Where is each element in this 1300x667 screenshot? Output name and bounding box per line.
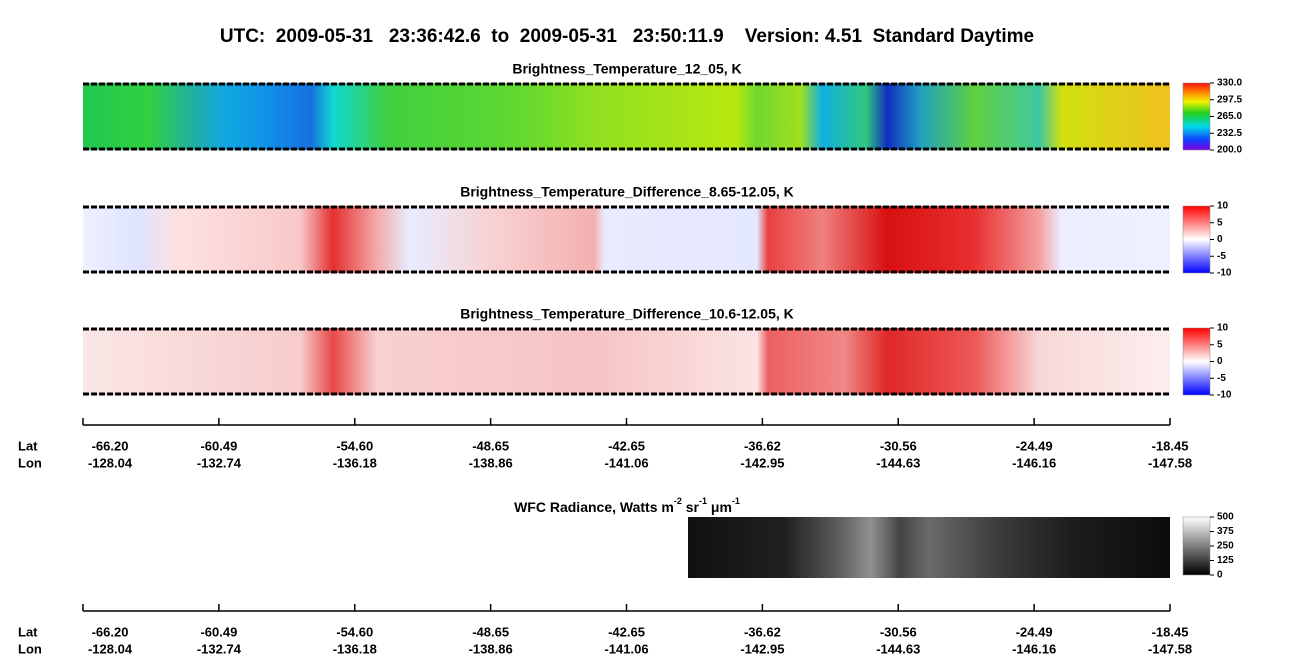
title-part: sr (682, 499, 700, 515)
lat-value: -60.49 (200, 438, 237, 453)
strip-image (83, 83, 1170, 150)
strip-image (83, 328, 1170, 395)
superscript: -1 (732, 496, 740, 506)
lat-label: Lat (18, 624, 38, 639)
colorbar (1182, 205, 1211, 274)
lon-label: Lon (18, 455, 42, 470)
colorbar-label: 0 (1217, 234, 1223, 245)
lat-value: -42.65 (608, 438, 645, 453)
panel-title: Brightness_Temperature_Difference_8.65-1… (460, 184, 794, 200)
lon-value: -138.86 (469, 641, 513, 656)
colorbar-label: 5 (1217, 217, 1223, 228)
lat-value: -24.49 (1016, 438, 1053, 453)
colorbar-label: 10 (1217, 323, 1229, 334)
colorbar-label: 125 (1217, 555, 1234, 566)
title-part: WFC Radiance, Watts m (514, 499, 674, 515)
colorbar-label: -5 (1217, 251, 1226, 262)
colorbar-label: -5 (1217, 373, 1226, 384)
lat-value: -66.20 (92, 438, 129, 453)
lon-value: -146.16 (1012, 641, 1056, 656)
colorbar-label: 200.0 (1217, 145, 1242, 156)
lon-value: -132.74 (197, 455, 242, 470)
lon-value: -136.18 (333, 455, 377, 470)
superscript: -2 (674, 496, 682, 506)
colorbar (1182, 82, 1211, 151)
colorbar-label: 500 (1217, 512, 1234, 523)
lat-value: -48.65 (472, 624, 509, 639)
lat-value: -36.62 (744, 438, 781, 453)
wfc-title: WFC Radiance, Watts m-2 sr-1 μm-1 (514, 496, 740, 514)
lat-value: -54.60 (336, 438, 373, 453)
colorbar-label: 5 (1217, 339, 1223, 350)
colorbar-label: 10 (1217, 201, 1229, 212)
panel-title: Brightness_Temperature_12_05, K (512, 61, 741, 77)
page-title: UTC: 2009-05-31 23:36:42.6 to 2009-05-31… (220, 26, 1034, 47)
lon-value: -136.18 (333, 641, 377, 656)
colorbar-label: -10 (1217, 268, 1232, 279)
lon-value: -142.95 (740, 455, 784, 470)
colorbar-label: 375 (1217, 526, 1234, 537)
colorbar-label: -10 (1217, 390, 1232, 401)
lon-value: -147.58 (1148, 455, 1192, 470)
lat-value: -30.56 (880, 438, 917, 453)
colorbar-label: 265.0 (1217, 111, 1242, 122)
lon-value: -128.04 (88, 641, 133, 656)
lat-value: -66.20 (92, 624, 129, 639)
panel-title: Brightness_Temperature_Difference_10.6-1… (460, 306, 794, 322)
colorbar-label: 297.5 (1217, 94, 1242, 105)
lon-value: -128.04 (88, 455, 133, 470)
colorbar-label: 330.0 (1217, 78, 1242, 89)
lat-label: Lat (18, 438, 38, 453)
lat-value: -42.65 (608, 624, 645, 639)
colorbar-label: 0 (1217, 570, 1223, 581)
lon-value: -138.86 (469, 455, 513, 470)
lon-value: -147.58 (1148, 641, 1192, 656)
lat-value: -48.65 (472, 438, 509, 453)
lon-value: -132.74 (197, 641, 242, 656)
title-part: μm (707, 499, 732, 515)
lon-value: -144.63 (876, 641, 920, 656)
lon-value: -141.06 (604, 455, 648, 470)
lon-label: Lon (18, 641, 42, 656)
strip-image (83, 206, 1170, 273)
lat-value: -18.45 (1152, 624, 1189, 639)
colorbar (1182, 516, 1211, 576)
lat-value: -54.60 (336, 624, 373, 639)
lat-value: -30.56 (880, 624, 917, 639)
colorbar-label: 250 (1217, 541, 1234, 552)
lat-value: -18.45 (1152, 438, 1189, 453)
lat-value: -24.49 (1016, 624, 1053, 639)
lon-value: -144.63 (876, 455, 920, 470)
lat-value: -36.62 (744, 624, 781, 639)
lon-value: -146.16 (1012, 455, 1056, 470)
colorbar (1182, 327, 1211, 396)
lon-value: -141.06 (604, 641, 648, 656)
lon-value: -142.95 (740, 641, 784, 656)
colorbar-label: 0 (1217, 356, 1223, 367)
lat-value: -60.49 (200, 624, 237, 639)
colorbar-label: 232.5 (1217, 128, 1242, 139)
wfc-image (688, 517, 1170, 578)
superscript: -1 (699, 496, 707, 506)
